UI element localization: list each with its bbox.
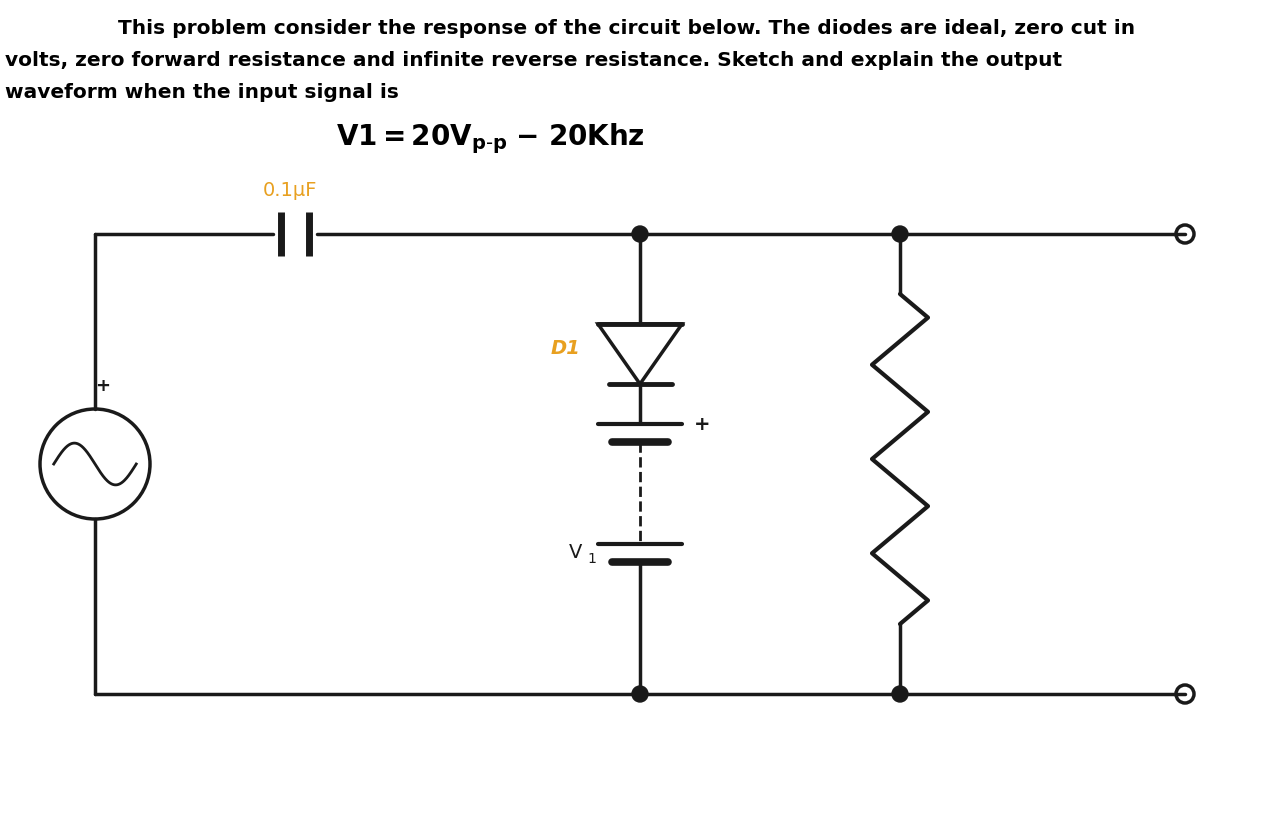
Text: volts, zero forward resistance and infinite reverse resistance. Sketch and expla: volts, zero forward resistance and infin… xyxy=(5,51,1062,70)
Text: $\bf{V1 = 20V_{p\text{-}p}\ \mathbf{-}\ 20Khz}$: $\bf{V1 = 20V_{p\text{-}p}\ \mathbf{-}\ … xyxy=(335,121,644,155)
Text: 1: 1 xyxy=(588,552,596,566)
Circle shape xyxy=(632,226,648,242)
Circle shape xyxy=(892,686,908,702)
Text: +: + xyxy=(96,377,110,395)
Text: V: V xyxy=(568,544,582,562)
Text: waveform when the input signal is: waveform when the input signal is xyxy=(5,83,399,102)
Text: This problem consider the response of the circuit below. The diodes are ideal, z: This problem consider the response of th… xyxy=(90,19,1135,38)
Circle shape xyxy=(892,226,908,242)
Circle shape xyxy=(632,686,648,702)
Text: D1: D1 xyxy=(550,339,580,358)
Text: +: + xyxy=(694,414,710,434)
Text: 0.1μF: 0.1μF xyxy=(262,181,317,200)
